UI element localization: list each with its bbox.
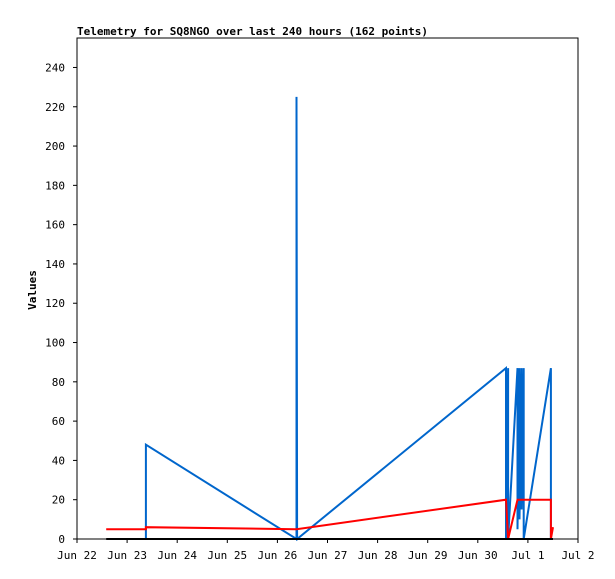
plot-frame [76, 37, 579, 540]
y-tick-label: 40 [52, 454, 65, 467]
y-tick-label: 160 [45, 219, 65, 232]
y-tick-label: 60 [52, 415, 65, 428]
x-tick-label: Jun 30 [458, 549, 498, 562]
x-tick-label: Jun 22 [57, 549, 97, 562]
y-tick-label: 240 [45, 61, 65, 74]
y-tick-label: 100 [45, 337, 65, 350]
y-axis-label: Values [26, 270, 39, 310]
x-tick-label: Jun 27 [308, 549, 348, 562]
x-tick-label: Jun 25 [207, 549, 247, 562]
x-tick-label: Jul 2 [561, 549, 594, 562]
y-tick-label: 120 [45, 297, 65, 310]
y-tick-label: 200 [45, 140, 65, 153]
axis-layer: 0 20 40 60 80 100 120 140 160 180 200 220 240 Jun 22 J… [45, 61, 594, 562]
y-tick-label: 140 [45, 258, 65, 271]
y-tick-label: 0 [58, 533, 65, 546]
x-tick-label: Jun 26 [258, 549, 298, 562]
series-line-1 [144, 96, 552, 542]
y-tick-label: 180 [45, 179, 65, 192]
x-tick-label: Jun 23 [107, 549, 147, 562]
chart-title: Telemetry for SQ8NGO over last 240 hours… [77, 25, 428, 38]
x-tick-label: Jun 24 [157, 549, 197, 562]
x-tick-label: Jun 28 [358, 549, 398, 562]
x-tick-label: Jun 29 [408, 549, 448, 562]
y-tick-label: 80 [52, 376, 65, 389]
x-tick-label: Jul 1 [511, 549, 544, 562]
y-tick-label: 220 [45, 101, 65, 114]
y-tick-label: 20 [52, 494, 65, 507]
